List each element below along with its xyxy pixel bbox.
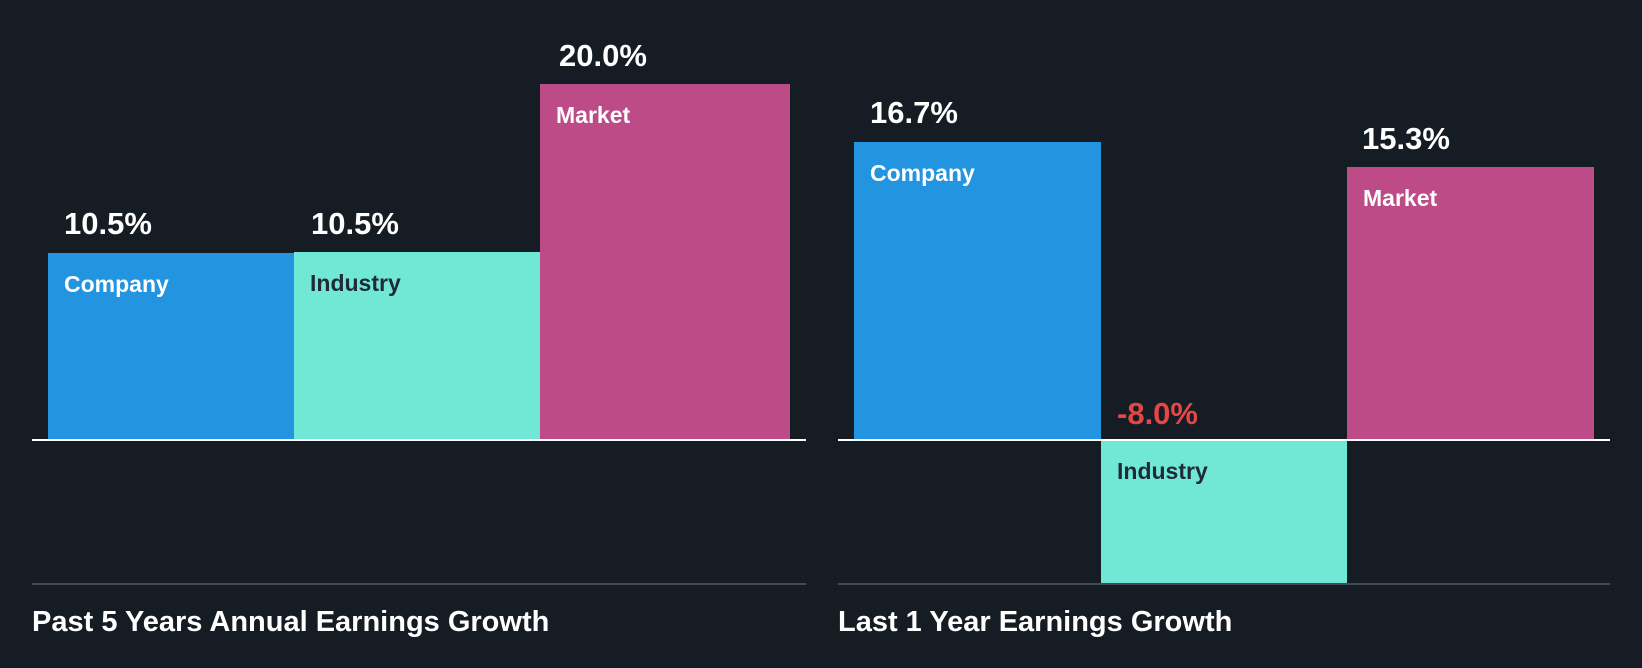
value-industry: -8.0% — [1117, 396, 1198, 431]
zero-baseline — [838, 439, 1610, 441]
chart-last-1-year: Company 16.7% Industry -8.0% Market 15.3… — [821, 0, 1642, 668]
chart-title: Last 1 Year Earnings Growth — [838, 606, 1233, 638]
bottom-divider — [32, 583, 806, 585]
value-industry: 10.5% — [311, 206, 399, 241]
bar-company: Company — [854, 142, 1101, 439]
bottom-divider — [838, 583, 1610, 585]
bar-market: Market — [540, 84, 790, 439]
bar-market: Market — [1347, 167, 1594, 439]
bar-label-company: Company — [64, 271, 169, 297]
value-company: 16.7% — [870, 95, 958, 130]
bar-label-market: Market — [1363, 185, 1438, 211]
bar-label-industry: Industry — [310, 270, 401, 296]
bar-industry: Industry — [1101, 440, 1347, 584]
chart-title: Past 5 Years Annual Earnings Growth — [32, 606, 550, 638]
bar-label-company: Company — [870, 160, 975, 186]
value-company: 10.5% — [64, 206, 152, 241]
chart-past-5-years: Company 10.5% Industry 10.5% Market 20.0… — [32, 38, 806, 638]
value-market: 15.3% — [1362, 121, 1450, 156]
bar-label-market: Market — [556, 102, 631, 128]
value-market: 20.0% — [559, 38, 647, 73]
bar-label-industry: Industry — [1117, 458, 1208, 484]
bar-company: Company — [48, 253, 294, 439]
zero-baseline — [32, 439, 806, 441]
bar-industry: Industry — [294, 252, 540, 439]
